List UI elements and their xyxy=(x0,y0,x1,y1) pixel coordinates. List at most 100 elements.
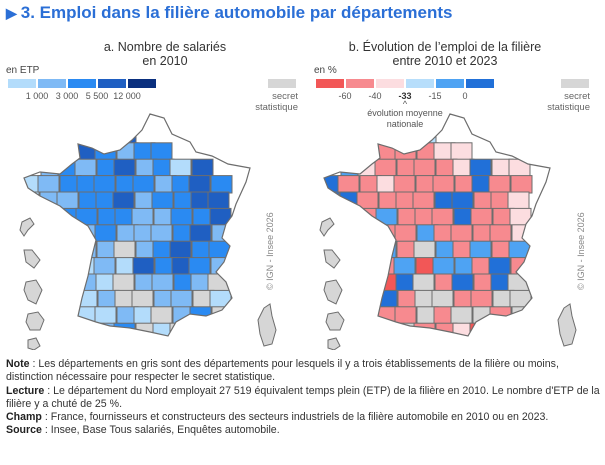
department-cell xyxy=(394,340,415,350)
overseas-department xyxy=(319,217,335,237)
department-cell xyxy=(75,289,98,309)
triangle-right-icon: ▶ xyxy=(6,5,17,21)
panel-b-title-line1: b. Évolution de l’emploi de la filière xyxy=(348,40,542,54)
secret-label-line2: statistique xyxy=(255,102,298,113)
department-cell xyxy=(509,207,532,227)
overseas-department xyxy=(327,337,341,350)
department-cell xyxy=(375,289,398,309)
department-cell xyxy=(113,322,136,336)
panel-a-title: a. Nombre de salariés en 2010 xyxy=(60,40,270,68)
legend-tick-label: 12 000 xyxy=(113,91,141,101)
legend-swatch xyxy=(436,79,464,88)
average-marker-icon: ^ xyxy=(402,99,408,109)
lecture-paragraph: Lecture : Le département du Nord employa… xyxy=(6,385,601,412)
department-cell xyxy=(113,158,136,178)
legend-tick-label: 1 000 xyxy=(25,91,49,101)
source-text: : Insee, Base Tous salariés, Enquêtes au… xyxy=(41,424,280,437)
department-cell xyxy=(508,158,531,178)
department-cell xyxy=(112,114,135,128)
department-cell xyxy=(59,257,82,276)
department-cell xyxy=(189,224,212,243)
department-cell xyxy=(393,257,416,276)
legend-tick-label: 3 000 xyxy=(55,91,79,101)
department-cell xyxy=(394,224,417,243)
overseas-department xyxy=(27,337,41,350)
note-text: : Les départements en gris sont des dépa… xyxy=(6,358,559,384)
department-cell xyxy=(37,175,60,194)
lecture-label: Lecture xyxy=(6,384,45,397)
department-cell xyxy=(489,224,512,243)
panel-b-secret-label: secret statistique xyxy=(522,91,590,113)
panel-a-secret-label: secret statistique xyxy=(230,91,298,113)
department-cell xyxy=(210,257,233,276)
department-cell xyxy=(131,207,154,227)
department-cell xyxy=(150,224,173,243)
legend-swatch xyxy=(466,79,494,88)
department-cell xyxy=(132,257,155,276)
department-cell xyxy=(132,175,155,194)
department-cell xyxy=(393,175,416,194)
department-cell xyxy=(55,142,78,161)
overseas-department xyxy=(23,249,41,269)
department-cell xyxy=(508,322,531,336)
legend-tick-label: -33 xyxy=(398,91,412,101)
department-cell xyxy=(209,289,232,309)
overseas-department xyxy=(325,311,345,331)
department-cell xyxy=(413,240,436,260)
legend-swatch xyxy=(346,79,374,88)
department-cell xyxy=(133,340,154,350)
legend-swatch xyxy=(38,79,66,88)
department-cell xyxy=(77,340,98,350)
department-cell xyxy=(450,224,473,243)
panel-b-map xyxy=(319,113,577,350)
department-cell xyxy=(374,240,397,260)
department-cell xyxy=(510,175,533,194)
department-cell xyxy=(470,207,493,227)
overseas-department xyxy=(323,279,343,305)
department-cell xyxy=(131,289,154,309)
department-cell xyxy=(170,207,193,227)
legend-swatch xyxy=(128,79,156,88)
legend-swatch xyxy=(68,79,96,88)
corsica-region xyxy=(557,303,577,347)
department-cell xyxy=(155,340,176,350)
department-cell xyxy=(337,175,360,194)
panel-b-title-line2: entre 2010 et 2023 xyxy=(392,54,498,68)
champ-text: : France, fournisseurs et constructeurs … xyxy=(41,411,549,424)
department-cell xyxy=(397,125,420,145)
department-cell xyxy=(151,273,174,292)
panel-b-title: b. Évolution de l’emploi de la filière e… xyxy=(340,40,550,68)
department-cell xyxy=(450,142,473,161)
overseas-department xyxy=(23,279,43,305)
department-cell xyxy=(170,289,193,309)
department-cell xyxy=(377,340,398,350)
department-cell xyxy=(208,322,231,336)
champ-paragraph: Champ : France, fournisseurs et construc… xyxy=(6,411,601,424)
notes-section: Note : Les départements en gris sont des… xyxy=(6,358,601,438)
department-cell xyxy=(207,191,230,210)
department-cell xyxy=(97,125,120,145)
panel-b-legend: -60 -40 -33 -15 0 xyxy=(316,79,498,104)
department-cell xyxy=(169,240,192,260)
department-cell xyxy=(395,114,418,128)
department-cell xyxy=(374,158,397,178)
department-cell xyxy=(412,273,435,292)
department-cell xyxy=(93,257,116,276)
department-cell xyxy=(116,340,137,350)
overseas-department xyxy=(19,217,35,237)
department-cell xyxy=(74,240,97,260)
department-cell xyxy=(432,257,455,276)
department-cell xyxy=(56,273,79,292)
department-cell xyxy=(412,191,435,210)
panel-a-copyright: © IGN - Insee 2026 xyxy=(265,212,275,290)
average-note-line2: nationale xyxy=(386,119,424,129)
department-cell xyxy=(432,175,455,194)
legend-swatch xyxy=(98,79,126,88)
legend-swatch xyxy=(376,79,404,88)
department-cell xyxy=(455,340,476,350)
panel-a-title-line1: a. Nombre de salariés xyxy=(103,40,227,54)
department-cell xyxy=(469,240,492,260)
legend-tick-label: -15 xyxy=(428,91,442,101)
department-cell xyxy=(469,158,492,178)
department-cell xyxy=(355,306,378,325)
